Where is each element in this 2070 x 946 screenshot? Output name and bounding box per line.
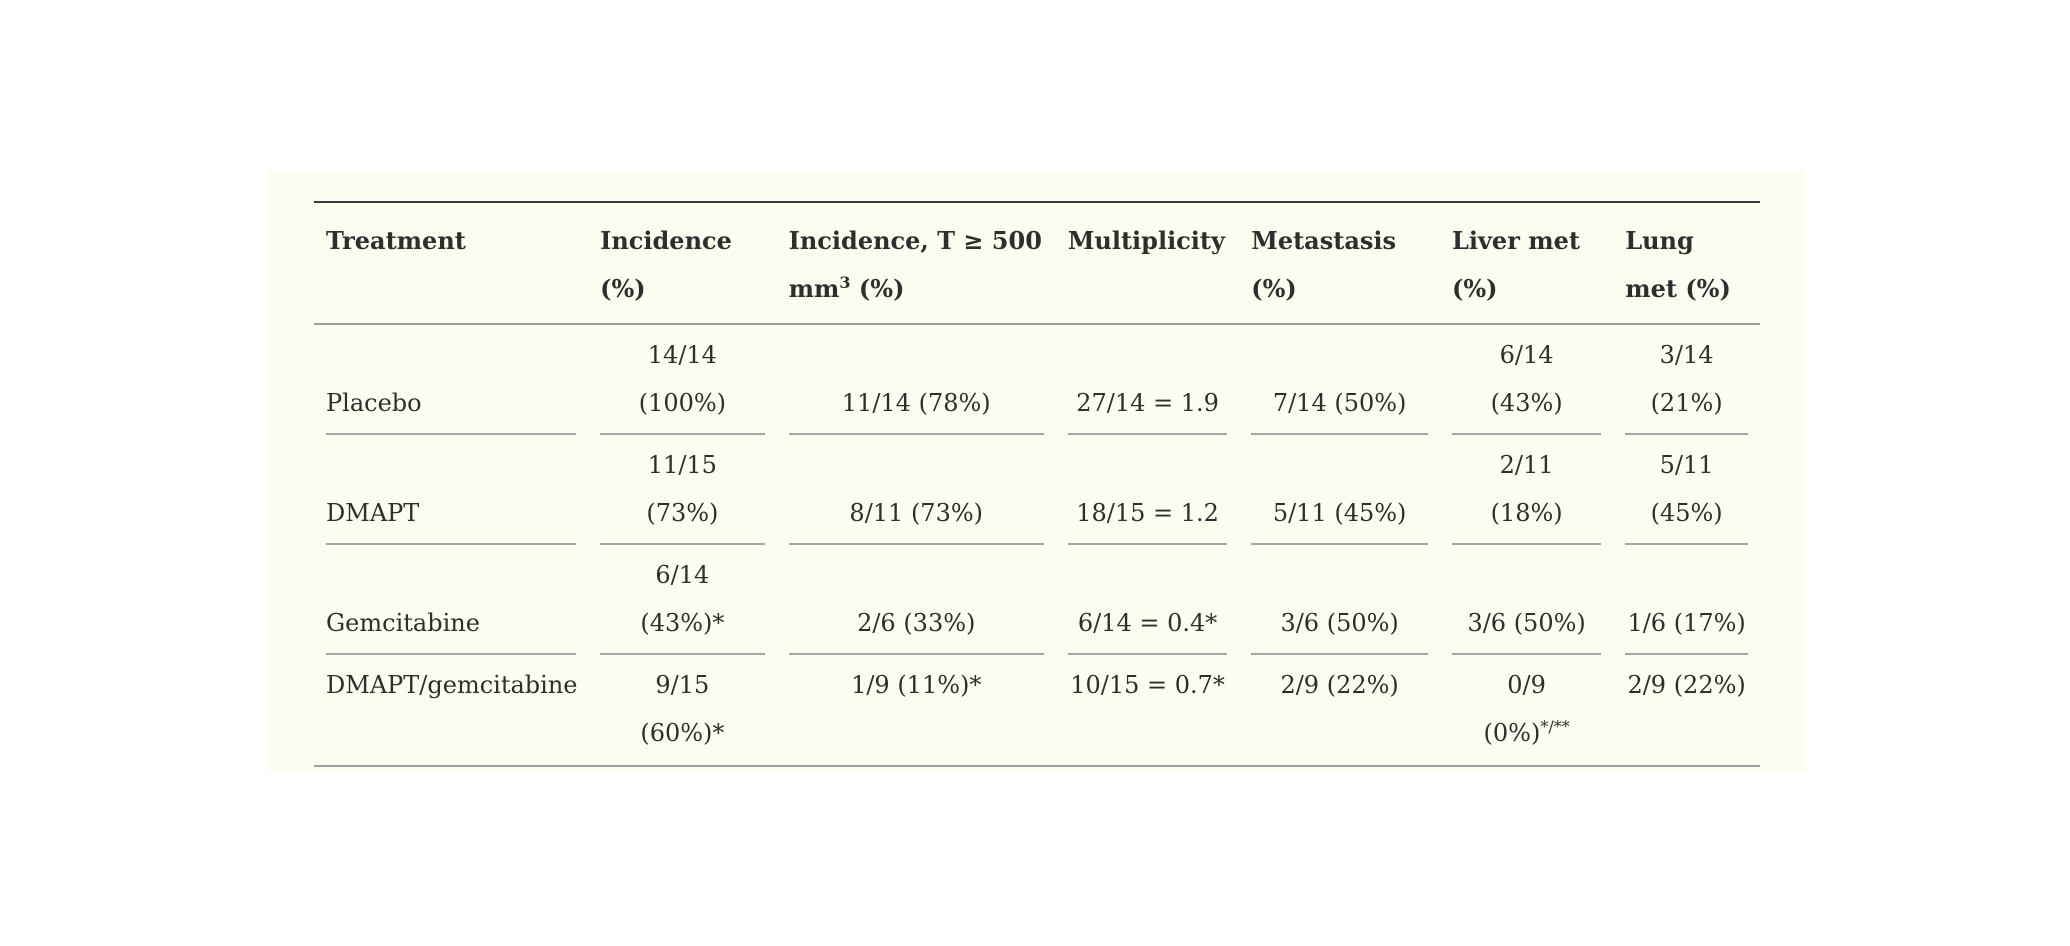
cell-treatment: Placebo xyxy=(314,324,588,435)
header-liver-met: Liver met (%) xyxy=(1439,202,1614,325)
cell-metastasis: 5/11 (45%) xyxy=(1239,435,1440,545)
header-metastasis: Metastasis (%) xyxy=(1239,202,1440,325)
cell-liver-met-sup: */** xyxy=(1540,717,1570,736)
header-incidence-t500-text: Incidence, T ≥ 500 mm xyxy=(788,226,1042,303)
cell-incidence-t500: 2/6 (33%) xyxy=(777,545,1056,655)
header-multiplicity: Multiplicity xyxy=(1055,202,1240,325)
cell-lung-met: 3/14 (21%) xyxy=(1613,324,1760,435)
cell-incidence: 6/14 (43%)* xyxy=(588,545,777,655)
cell-treatment: DMAPT/gemcitabine xyxy=(326,671,578,699)
cell-liver-met: 0/9 (0%)*/** xyxy=(1440,655,1613,766)
cell-treatment: Gemcitabine xyxy=(314,545,588,655)
cell-liver-met: 2/11 (18%) xyxy=(1440,435,1613,545)
cell-incidence: 11/15 (73%) xyxy=(588,435,777,545)
table-row: Gemcitabine 6/14 (43%)* 2/6 (33%) 6/14 =… xyxy=(314,545,1760,655)
cell-liver-met: 6/14 (43%) xyxy=(1440,324,1613,435)
table-panel: Treatment Incidence (%) Incidence, T ≥ 5… xyxy=(268,171,1805,772)
cell-liver-met-value: 0/9 (0%) xyxy=(1483,671,1546,747)
cell-metastasis: 2/9 (22%) xyxy=(1280,671,1399,699)
header-incidence-t500-suffix: (%) xyxy=(850,274,905,303)
cell-multiplicity: 6/14 = 0.4* xyxy=(1056,545,1239,655)
header-incidence: Incidence (%) xyxy=(588,202,777,325)
cell-multiplicity: 10/15 = 0.7* xyxy=(1070,671,1225,699)
cell-incidence: 14/14 (100%) xyxy=(588,324,777,435)
cell-incidence: 9/15 (60%)* xyxy=(640,671,725,747)
header-row: Treatment Incidence (%) Incidence, T ≥ 5… xyxy=(314,202,1760,325)
cell-lung-met: 2/9 (22%) xyxy=(1627,671,1746,699)
header-incidence-t500: Incidence, T ≥ 500 mm3 (%) xyxy=(776,202,1056,325)
cell-incidence-t500: 11/14 (78%) xyxy=(777,324,1056,435)
cell-treatment: DMAPT xyxy=(314,435,588,545)
cell-incidence-t500: 1/9 (11%)* xyxy=(851,671,982,699)
table-row: Placebo 14/14 (100%) 11/14 (78%) 27/14 =… xyxy=(314,324,1760,435)
cell-multiplicity: 18/15 = 1.2 xyxy=(1056,435,1239,545)
cell-multiplicity: 27/14 = 1.9 xyxy=(1056,324,1239,435)
cell-metastasis: 3/6 (50%) xyxy=(1239,545,1440,655)
header-treatment: Treatment xyxy=(314,202,589,325)
cell-lung-met: 1/6 (17%) xyxy=(1613,545,1760,655)
table-row: DMAPT 11/15 (73%) 8/11 (73%) 18/15 = 1.2… xyxy=(314,435,1760,545)
cell-incidence-t500: 8/11 (73%) xyxy=(777,435,1056,545)
cell-metastasis: 7/14 (50%) xyxy=(1239,324,1440,435)
cell-lung-met: 5/11 (45%) xyxy=(1613,435,1760,545)
header-incidence-t500-sup: 3 xyxy=(839,273,851,292)
header-lung-met: Lung met (%) xyxy=(1613,202,1760,325)
cell-liver-met: 3/6 (50%) xyxy=(1440,545,1613,655)
results-table: Treatment Incidence (%) Incidence, T ≥ 5… xyxy=(314,201,1760,767)
table-row: DMAPT/gemcitabine 9/15 (60%)* 1/9 (11%)*… xyxy=(314,655,1760,766)
